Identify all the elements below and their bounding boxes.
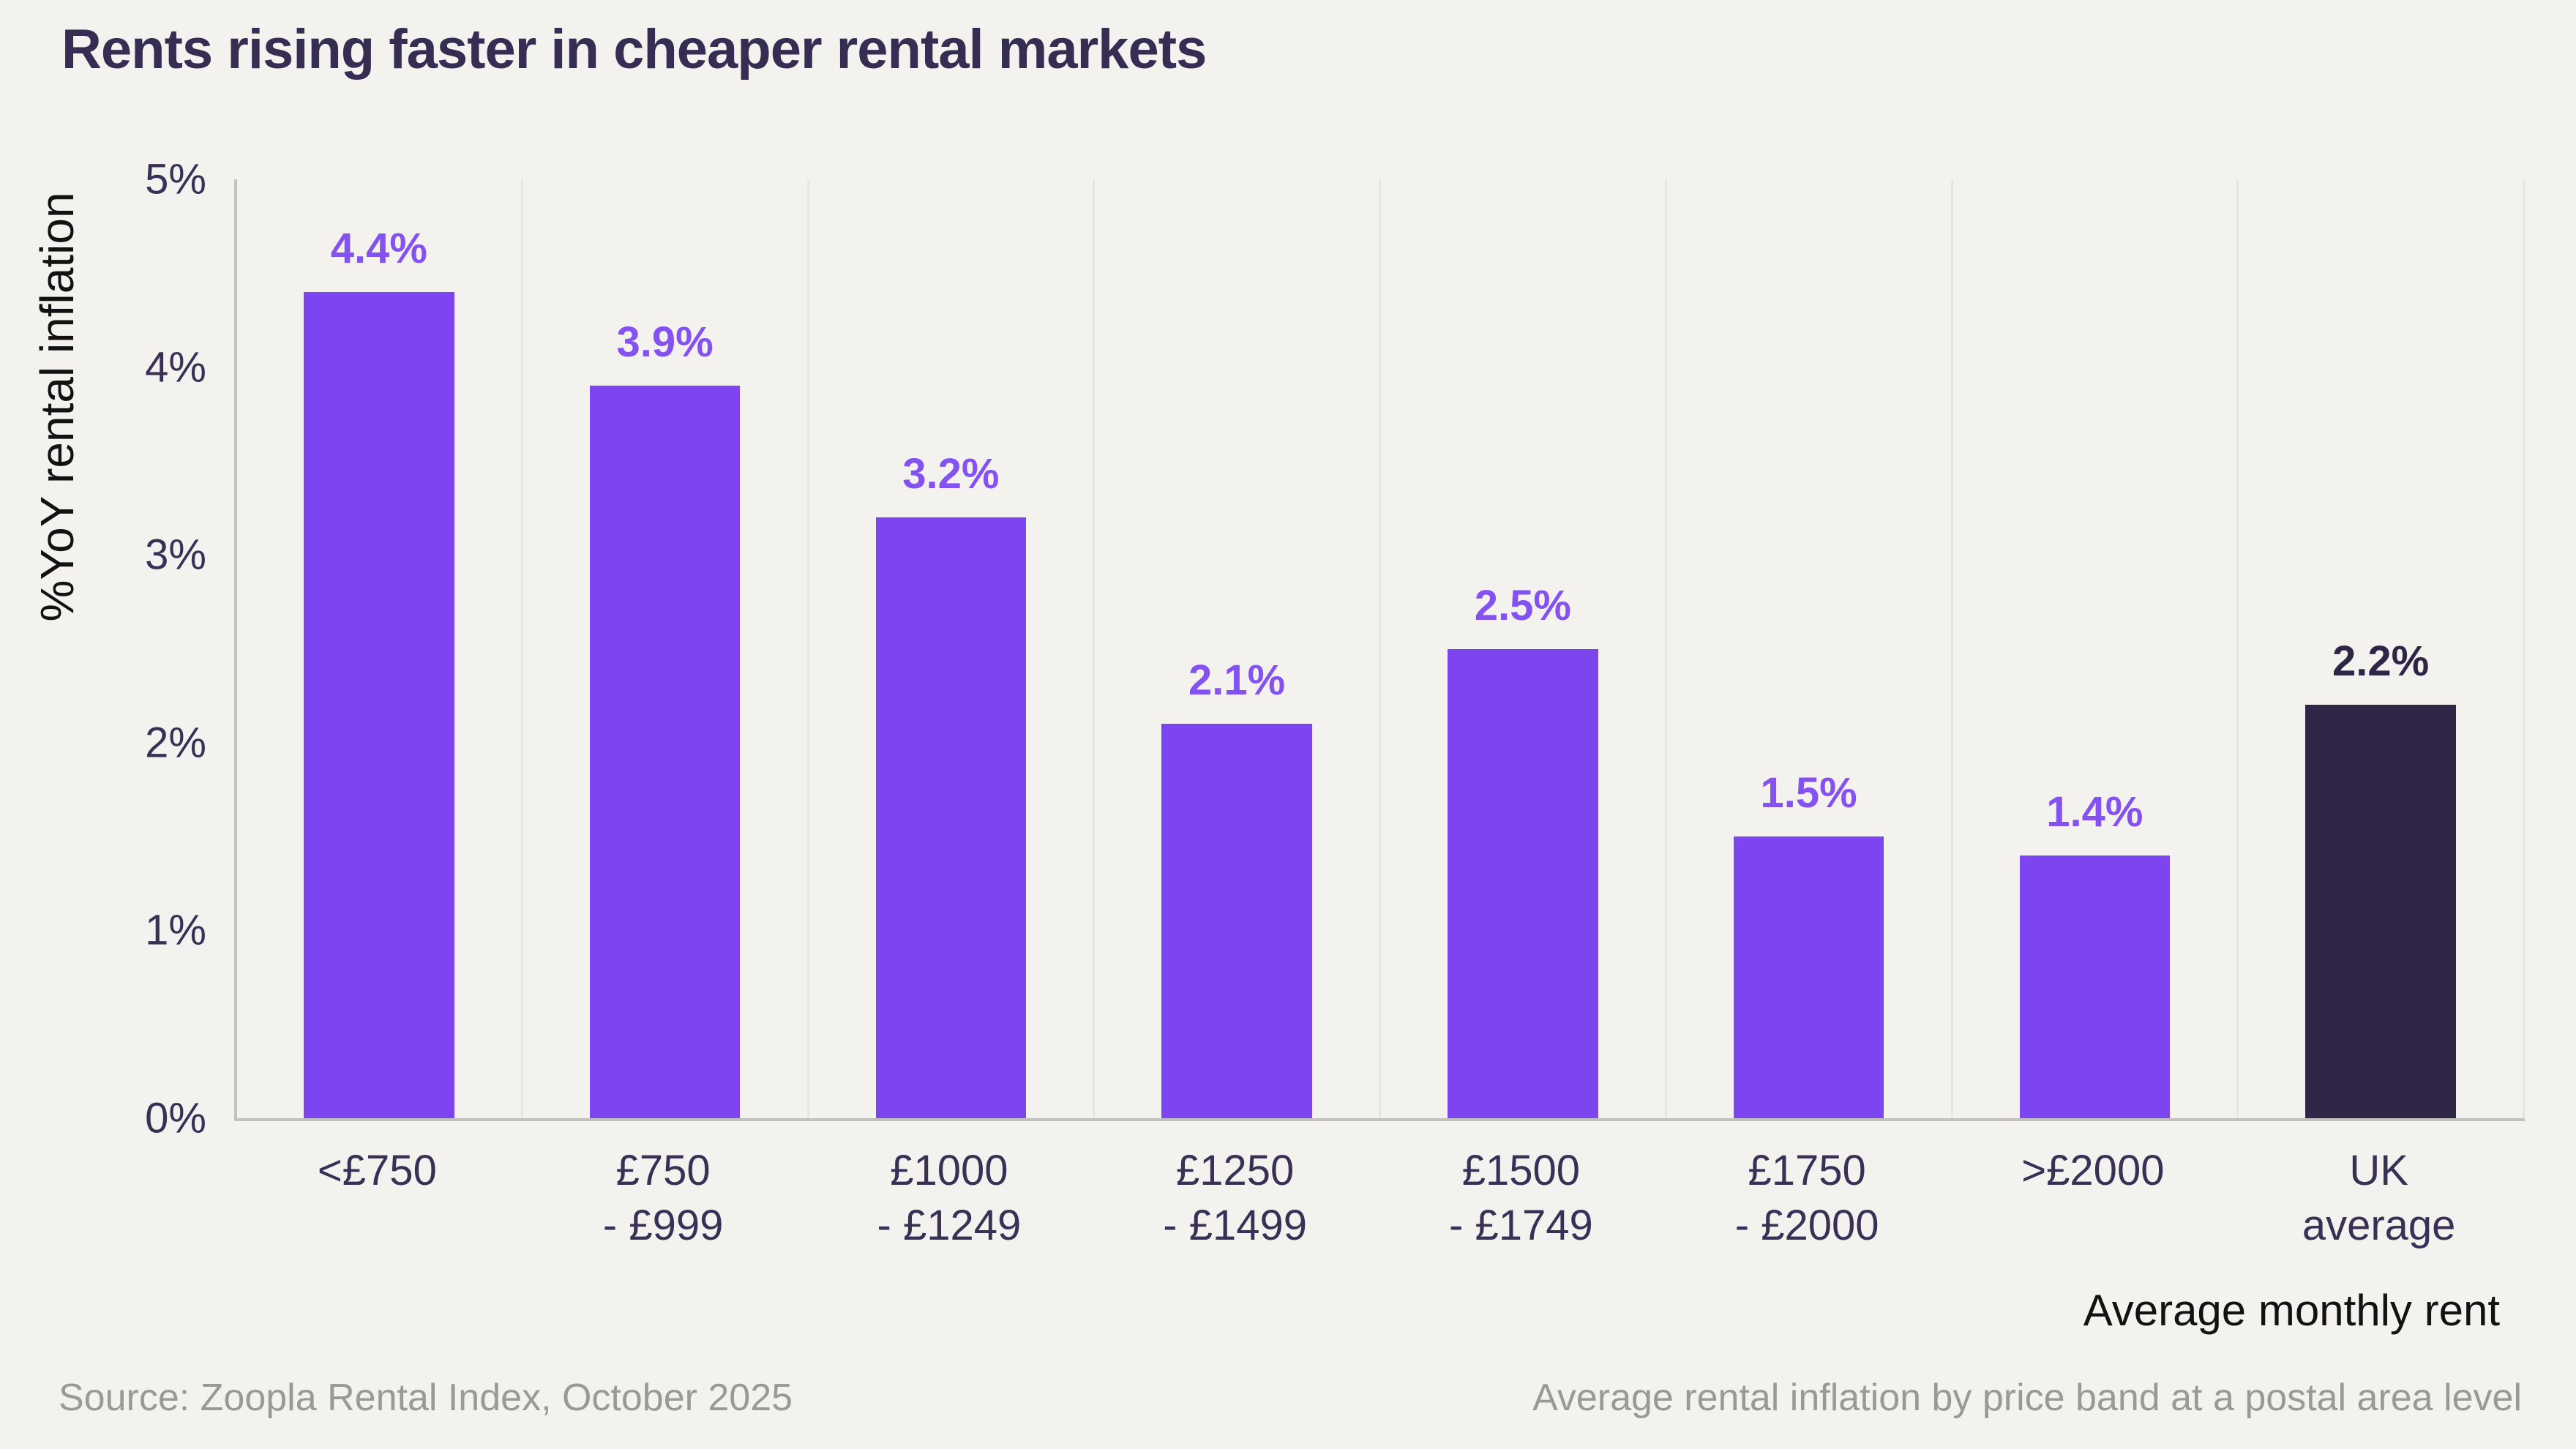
x-axis-category-label-line: £1000 — [890, 1147, 1008, 1194]
y-axis-tick-label: 5% — [145, 155, 206, 203]
bar-column: 1.4% — [1953, 179, 2239, 1118]
bar — [1733, 836, 1884, 1118]
y-axis-tick-label: 4% — [145, 343, 206, 392]
bar — [304, 291, 454, 1118]
chart-title: Rents rising faster in cheaper rental ma… — [61, 18, 1207, 80]
y-axis-tick-label: 1% — [145, 906, 206, 954]
x-axis-category-label-line: >£2000 — [2021, 1147, 2165, 1194]
x-axis-category-label-line: £750 — [615, 1147, 711, 1194]
bar-value-label: 3.9% — [616, 318, 714, 367]
bar-value-label: 3.2% — [902, 449, 1000, 498]
bar-column: 2.5% — [1381, 179, 1667, 1118]
x-axis-category-label: <£750 — [234, 1143, 520, 1254]
x-axis-category-label-line: UK — [2349, 1147, 2408, 1194]
x-axis-category-label-line: £1750 — [1748, 1147, 1866, 1194]
x-axis-category-label-line: - £999 — [602, 1202, 724, 1250]
x-axis-title: Average monthly rent — [2083, 1286, 2500, 1335]
bar-column: 1.5% — [1667, 179, 1953, 1118]
x-axis-category-labels: <£750 £750- £999 £1000- £1249 £1250- £1499 £… — [234, 1143, 2522, 1254]
x-axis-category-label: £1250 - £1499 — [1092, 1143, 1378, 1254]
y-axis-tick-label: 0% — [145, 1094, 206, 1142]
x-axis-category-label: >£2000 — [1950, 1143, 2236, 1254]
bar-column: 4.4% — [237, 179, 523, 1118]
bar-value-label: 2.5% — [1474, 581, 1571, 629]
bar-column: 2.2% — [2239, 179, 2525, 1118]
x-axis-category-label: £1500 - £1749 — [1378, 1143, 1664, 1254]
bar — [2019, 855, 2171, 1118]
methodology-note: Average rental inflation by price band a… — [1532, 1377, 2522, 1419]
bar — [589, 386, 741, 1118]
bar — [1161, 724, 1312, 1118]
x-axis-category-label-line: - £1749 — [1449, 1202, 1593, 1250]
bar-column: 3.9% — [523, 179, 809, 1118]
x-axis-category-label-line: £1500 — [1461, 1147, 1581, 1194]
x-axis-category-label-line: average — [2302, 1202, 2456, 1250]
x-axis-category-label-line: £1250 — [1175, 1147, 1295, 1194]
x-axis-category-label-line: - £2000 — [1734, 1202, 1879, 1250]
bar-value-label: 2.1% — [1188, 656, 1286, 705]
x-axis-category-label: UK average — [2236, 1143, 2522, 1254]
bar-value-label: 2.2% — [2332, 637, 2430, 686]
bar-column: 2.1% — [1095, 179, 1381, 1118]
bar-uk-average — [2305, 705, 2456, 1118]
x-axis-category-label-line: - £1249 — [877, 1202, 1022, 1250]
y-axis-tick-label: 3% — [145, 531, 206, 579]
bar-column: 3.2% — [809, 179, 1096, 1118]
plot-area: 4.4% 3.9% 3.2% 2.1% 2.5% 1.5% 1.4% 2.2% — [234, 179, 2525, 1121]
x-axis-category-label: £1000 - £1249 — [806, 1143, 1093, 1254]
x-axis-category-label-line: - £1499 — [1163, 1202, 1307, 1250]
bar — [875, 517, 1027, 1118]
bar-value-label: 4.4% — [330, 224, 427, 272]
source-note: Source: Zoopla Rental Index, October 202… — [59, 1377, 793, 1419]
x-axis-category-label-line: <£750 — [317, 1147, 437, 1194]
bar — [1448, 648, 1598, 1118]
bar-value-label: 1.4% — [2046, 787, 2143, 836]
x-axis-category-label: £750 - £999 — [520, 1143, 806, 1254]
y-axis-tick-label: 2% — [145, 719, 206, 767]
x-axis-category-label: £1750 - £2000 — [1664, 1143, 1950, 1254]
bar-value-label: 1.5% — [1760, 769, 1857, 817]
